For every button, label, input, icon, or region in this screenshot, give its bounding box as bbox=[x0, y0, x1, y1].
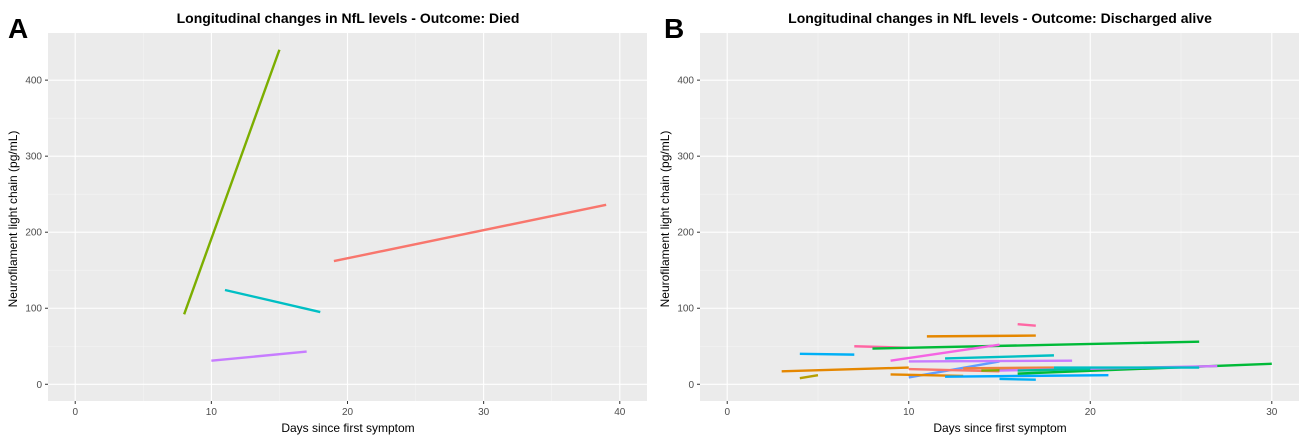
panel-a-y-axis-label: Neurofilament light chain (pg/mL) bbox=[6, 131, 20, 308]
panel-a-y-tick-label: 400 bbox=[25, 76, 42, 87]
panel-b-series-line-6 bbox=[926, 334, 1036, 338]
panel-a-x-tick-label: 40 bbox=[614, 407, 626, 418]
panel-b-series-line-1 bbox=[799, 352, 855, 356]
panel-a-y-tick-label: 0 bbox=[36, 380, 42, 391]
panel-b-x-tick-label: 20 bbox=[1085, 407, 1097, 418]
panel-b-series-line-10 bbox=[945, 354, 1054, 360]
panel-b-y-tick-label: 300 bbox=[677, 152, 694, 163]
panel-a-x-axis-label: Days since first symptom bbox=[281, 421, 414, 435]
panel-a-series-line-4 bbox=[333, 203, 607, 263]
panel-a-y-tick-label: 100 bbox=[25, 304, 42, 315]
panel-b-series-line-3 bbox=[781, 366, 909, 373]
panel-a-x-tick-label: 10 bbox=[206, 407, 218, 418]
panel-b-series-line-15 bbox=[999, 377, 1036, 381]
panel-b-x-tick-label: 10 bbox=[903, 407, 915, 418]
panel-b-series-line-5 bbox=[872, 340, 1200, 350]
panel-a-title: Longitudinal changes in NfL levels - Out… bbox=[177, 10, 520, 26]
panel-b-y-axis-label: Neurofilament light chain (pg/mL) bbox=[658, 131, 672, 308]
panel-b-series-line-8 bbox=[890, 343, 1000, 362]
panel-b-x-tick-label: 0 bbox=[724, 407, 730, 418]
panel-a-y-tick-label: 300 bbox=[25, 152, 42, 163]
panel-b-series-line-11 bbox=[908, 359, 1073, 363]
panel-b-series-line-14 bbox=[945, 373, 1109, 378]
panel-a-y-tick-label: 200 bbox=[25, 228, 42, 239]
panel-a-series-line-2 bbox=[224, 288, 321, 314]
panel-b-letter: B bbox=[664, 13, 684, 44]
panel-b-series-line-20 bbox=[1017, 367, 1091, 372]
panel-a-x-tick-label: 0 bbox=[72, 407, 78, 418]
panel-a-letter: A bbox=[8, 13, 28, 44]
panel-a-x-tick-label: 30 bbox=[478, 407, 490, 418]
panel-b-y-tick-label: 400 bbox=[677, 76, 694, 87]
panel-b-x-axis-label: Days since first symptom bbox=[933, 421, 1066, 435]
panel-b-series-line-7 bbox=[1017, 323, 1036, 327]
panel-b-y-tick-label: 200 bbox=[677, 228, 694, 239]
panel-b-series-line-18 bbox=[963, 366, 1054, 370]
panel-a-x-tick-label: 20 bbox=[342, 407, 354, 418]
panel-b-y-tick-label: 0 bbox=[688, 380, 694, 391]
panel-b-series-line-2 bbox=[799, 373, 819, 380]
panel-b-y-tick-label: 100 bbox=[677, 304, 694, 315]
panel-a-series-line-1 bbox=[183, 49, 281, 315]
panel-b-title: Longitudinal changes in NfL levels - Out… bbox=[788, 10, 1212, 26]
panel-b-x-tick-label: 30 bbox=[1266, 407, 1278, 418]
panel-a-series-line-3 bbox=[211, 350, 307, 362]
